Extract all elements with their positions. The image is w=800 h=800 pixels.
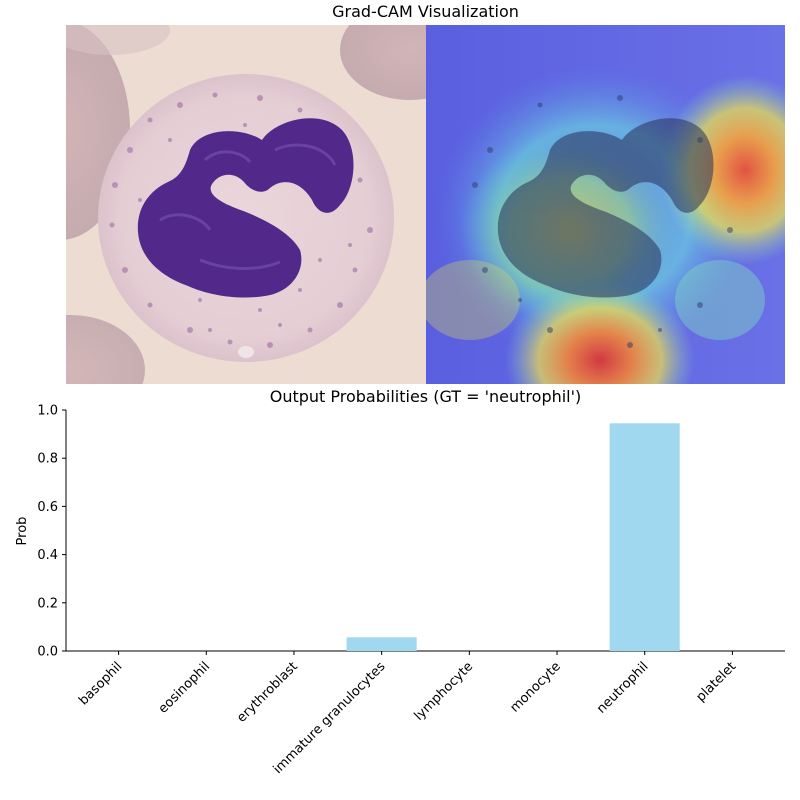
x-tick-label: monocyte	[507, 659, 563, 715]
y-tick-label: 0.4	[37, 548, 58, 563]
y-tick-label: 0.8	[37, 452, 58, 467]
y-tick-label: 0.0	[37, 645, 58, 660]
original-cell-image	[66, 25, 426, 384]
x-tick-label: lymphocyte	[412, 659, 477, 724]
y-tick-label: 0.6	[37, 500, 58, 515]
y-axis-label: Prob	[15, 517, 30, 546]
y-tick-label: 1.0	[37, 404, 58, 419]
probability-bar-chart: Output Probabilities (GT = 'neutrophil')…	[15, 387, 785, 777]
bar-neutrophil	[609, 423, 680, 651]
x-tick-label: basophil	[76, 659, 125, 708]
chart-title: Output Probabilities (GT = 'neutrophil')	[270, 387, 582, 406]
bar-immature-granulocytes	[346, 637, 417, 651]
y-tick-label: 0.2	[37, 596, 58, 611]
x-tick-label: neutrophil	[594, 659, 651, 716]
x-tick-label: platelet	[694, 659, 740, 705]
gradcam-overlay-image	[426, 25, 785, 384]
x-tick-label: eosinophil	[156, 659, 213, 716]
x-tick-label: erythroblast	[234, 659, 301, 726]
gradcam-title: Grad-CAM Visualization	[332, 2, 519, 21]
